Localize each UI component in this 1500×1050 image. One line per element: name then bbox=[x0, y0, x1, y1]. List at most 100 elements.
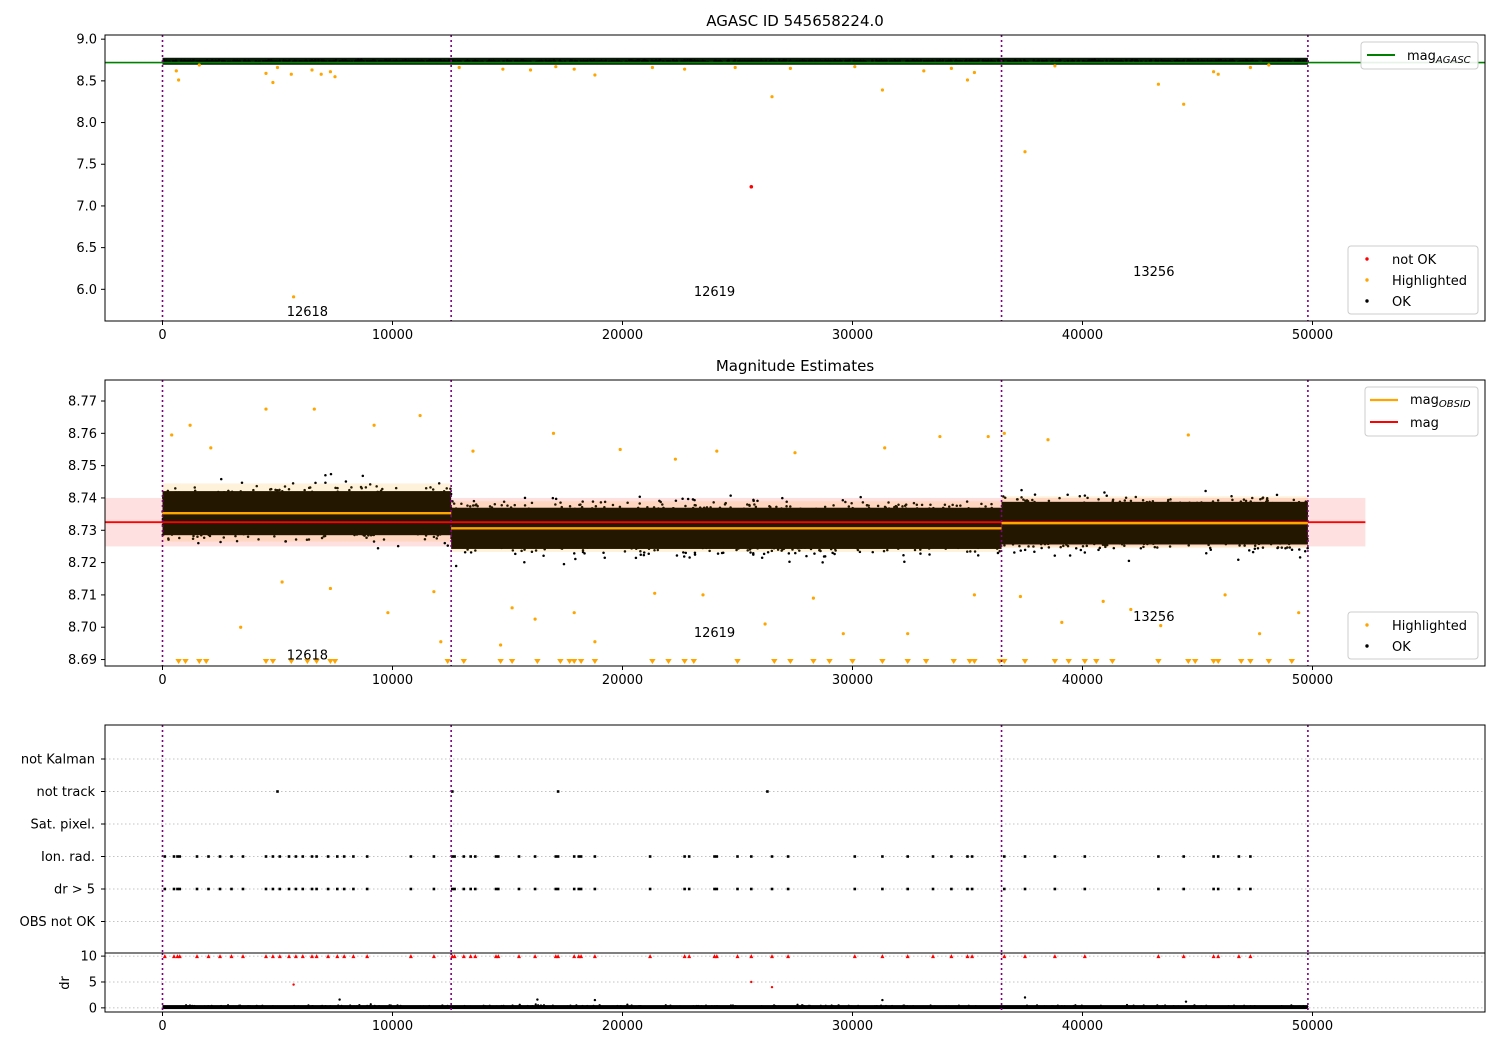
mag-ok-point bbox=[345, 504, 348, 508]
mag-ok-point bbox=[330, 529, 333, 533]
mag-ok-point bbox=[309, 503, 312, 507]
mag-ok-point bbox=[902, 554, 905, 557]
agasc-highlighted-point bbox=[770, 95, 774, 99]
mag-ok-point bbox=[431, 507, 435, 510]
mag-ok-point bbox=[204, 508, 207, 511]
mag-ok-point bbox=[330, 505, 334, 508]
agasc-xtick-label: 40000 bbox=[1062, 328, 1103, 343]
agasc-ok-point bbox=[671, 59, 675, 62]
agasc-ok-point bbox=[303, 59, 307, 63]
agasc-xtick-label: 0 bbox=[158, 328, 166, 343]
mag-ok-point bbox=[175, 528, 178, 532]
mag-ok-point bbox=[282, 532, 285, 535]
agasc-ok-point bbox=[447, 59, 451, 63]
mag-ok-point bbox=[211, 518, 215, 522]
agasc-ok-point bbox=[360, 58, 363, 62]
mag-ok-point bbox=[426, 505, 429, 508]
mag-ok-point bbox=[327, 500, 330, 503]
agasc-highlighted-point bbox=[275, 65, 280, 70]
agasc-ok-point bbox=[582, 59, 585, 63]
mag-ok-point bbox=[634, 556, 638, 560]
mag-ok-point bbox=[180, 515, 183, 518]
mag-ok-point bbox=[514, 552, 517, 556]
mag-ok-point bbox=[230, 490, 234, 493]
agasc-highlighted-point bbox=[650, 65, 655, 70]
agasc-ok-point bbox=[174, 59, 178, 63]
agasc-ok-point bbox=[1186, 59, 1190, 62]
agasc-ok-point bbox=[1125, 59, 1128, 62]
agasc-legend-upper-box bbox=[1360, 41, 1479, 70]
agasc-highlighted-point bbox=[264, 71, 268, 75]
agasc-highlighted-point bbox=[949, 66, 954, 70]
agasc-ok-point bbox=[236, 59, 239, 63]
mag-ok-point bbox=[396, 544, 400, 548]
agasc-ok-point bbox=[875, 59, 878, 62]
agasc-highlighted-point bbox=[1212, 70, 1216, 74]
agasc-ok-point bbox=[733, 59, 737, 62]
mag-ok-point bbox=[326, 504, 329, 507]
mag-ok-point bbox=[226, 517, 229, 521]
mag-ok-point bbox=[642, 553, 646, 557]
agasc-ok-point bbox=[243, 59, 247, 62]
agasc-ok-point bbox=[615, 59, 619, 63]
mag-ok-point bbox=[919, 552, 922, 555]
mag-ok-point bbox=[573, 552, 576, 555]
agasc-ok-point bbox=[919, 59, 923, 62]
agasc-legend-highlighted-marker bbox=[1365, 278, 1369, 282]
mag-ok-point bbox=[252, 508, 256, 511]
mag-ok-point bbox=[230, 502, 233, 505]
mag-ok-point bbox=[429, 502, 432, 505]
agasc-ok-point bbox=[650, 59, 654, 63]
agasc-ok-point bbox=[772, 59, 775, 63]
mag-ok-point bbox=[373, 502, 377, 505]
agasc-ok-point bbox=[1111, 59, 1115, 62]
mag-ok-point bbox=[833, 552, 836, 556]
agasc-ytick-label: 8.5 bbox=[76, 74, 97, 89]
mag-ok-point bbox=[523, 496, 527, 500]
agasc-xtick-label: 20000 bbox=[602, 328, 643, 343]
mag-ok-point bbox=[439, 505, 442, 508]
mag-ok-point bbox=[415, 523, 418, 526]
agasc-ok-point bbox=[769, 58, 773, 62]
agasc-legend-mag-text: mag bbox=[1407, 49, 1436, 64]
mag-ok-point bbox=[338, 508, 342, 511]
agasc-highlighted-point bbox=[271, 80, 275, 85]
agasc-ok-point bbox=[1296, 59, 1300, 62]
agasc-ok-layer bbox=[161, 57, 1309, 65]
agasc-highlighted-point bbox=[1248, 65, 1252, 70]
agasc-highlighted-point bbox=[1156, 82, 1160, 86]
agasc-legend-upper: magAGASC bbox=[1360, 41, 1479, 70]
mag-ok-point bbox=[270, 498, 274, 501]
mag-ok-point bbox=[279, 492, 283, 496]
agasc-highlighted-point bbox=[328, 70, 332, 74]
agasc-ok-point bbox=[233, 59, 236, 63]
mag-ok-point bbox=[191, 508, 195, 512]
agasc-ok-point bbox=[521, 59, 525, 62]
mag-ok-point bbox=[198, 493, 201, 496]
agasc-ok-point bbox=[343, 59, 347, 63]
agasc-xtick-label: 30000 bbox=[832, 328, 873, 343]
mag-ok-point bbox=[268, 515, 272, 518]
agasc-highlighted-point bbox=[853, 65, 857, 69]
agasc-ok-point bbox=[317, 58, 320, 62]
agasc-ok-point bbox=[949, 59, 952, 62]
agasc-highlighted-point bbox=[457, 65, 461, 70]
mag-ok-point bbox=[212, 496, 216, 500]
agasc-ok-point bbox=[217, 58, 221, 62]
agasc-ok-point bbox=[905, 59, 908, 63]
agasc-legend-not-ok-label: not OK bbox=[1392, 253, 1437, 268]
mag-panel-title: Magnitude Estimates bbox=[716, 357, 874, 375]
agasc-ok-point bbox=[162, 59, 166, 62]
mag-ok-point bbox=[823, 555, 827, 558]
mag-ok-point bbox=[429, 486, 432, 489]
agasc-ytick-label: 7.5 bbox=[76, 158, 97, 173]
mag-ok-point bbox=[551, 496, 555, 500]
mag-ok-point bbox=[379, 496, 382, 500]
agasc-highlighted-point bbox=[1023, 150, 1027, 154]
mag-ok-point bbox=[376, 546, 380, 550]
mag-ok-point bbox=[454, 564, 458, 568]
agasc-highlighted-point bbox=[310, 68, 314, 72]
agasc-highlighted-point bbox=[593, 73, 597, 77]
agasc-not-ok-layer bbox=[749, 184, 754, 189]
agasc-ok-point bbox=[604, 59, 608, 63]
